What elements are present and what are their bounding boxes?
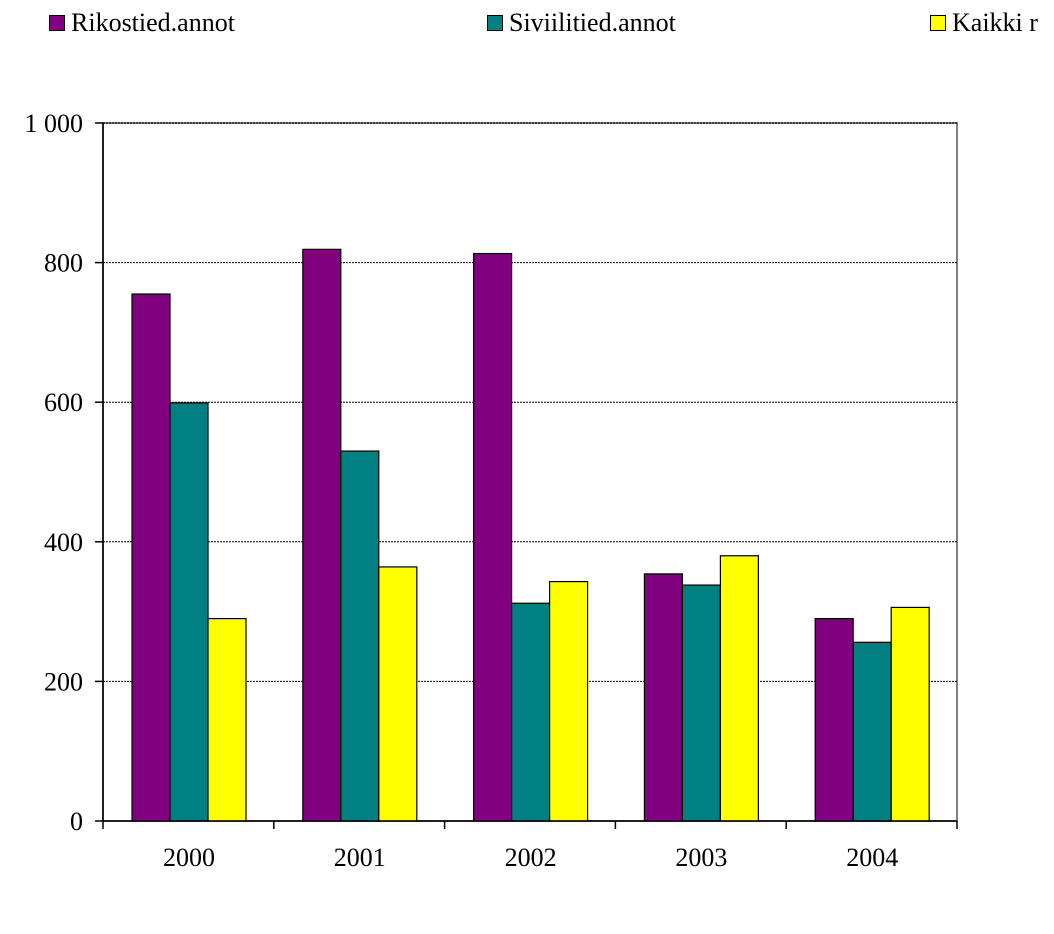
bar [340, 450, 380, 822]
bar [643, 573, 684, 822]
x-tick-label: 2001 [334, 843, 386, 872]
legend-swatch-2 [487, 15, 503, 31]
x-tick-label: 2004 [846, 843, 898, 872]
y-tick-label: 600 [44, 388, 83, 417]
legend-label-2: Siviilitied.annot [509, 8, 676, 37]
bar [548, 580, 589, 822]
y-tick-label: 1 000 [25, 109, 84, 138]
bar [814, 617, 854, 822]
legend-item-2: Siviilitied.annot [487, 8, 676, 38]
legend-label-1: Rikostied.annot [71, 8, 235, 37]
bar [681, 584, 722, 822]
legend-item-3: Kaikki r [930, 8, 1038, 38]
bar [719, 555, 760, 822]
bar [852, 641, 892, 822]
bar [890, 606, 930, 822]
legend-swatch-3 [930, 15, 946, 31]
bar [511, 602, 551, 822]
y-tick-label: 800 [44, 249, 83, 278]
bar [473, 252, 513, 822]
y-tick-label: 200 [44, 667, 83, 696]
bar [207, 617, 247, 822]
legend-item-1: Rikostied.annot [49, 8, 235, 38]
bar [169, 402, 209, 822]
legend-swatch-1 [49, 15, 65, 31]
legend-label-3: Kaikki r [952, 8, 1038, 37]
x-tick-label: 2002 [505, 843, 557, 872]
y-tick-label: 400 [44, 528, 83, 557]
y-tick-label: 0 [70, 807, 83, 836]
x-tick-label: 2003 [675, 843, 727, 872]
bar [378, 566, 418, 822]
x-tick-label: 2000 [163, 843, 215, 872]
bar [131, 293, 171, 822]
bar [302, 248, 342, 822]
